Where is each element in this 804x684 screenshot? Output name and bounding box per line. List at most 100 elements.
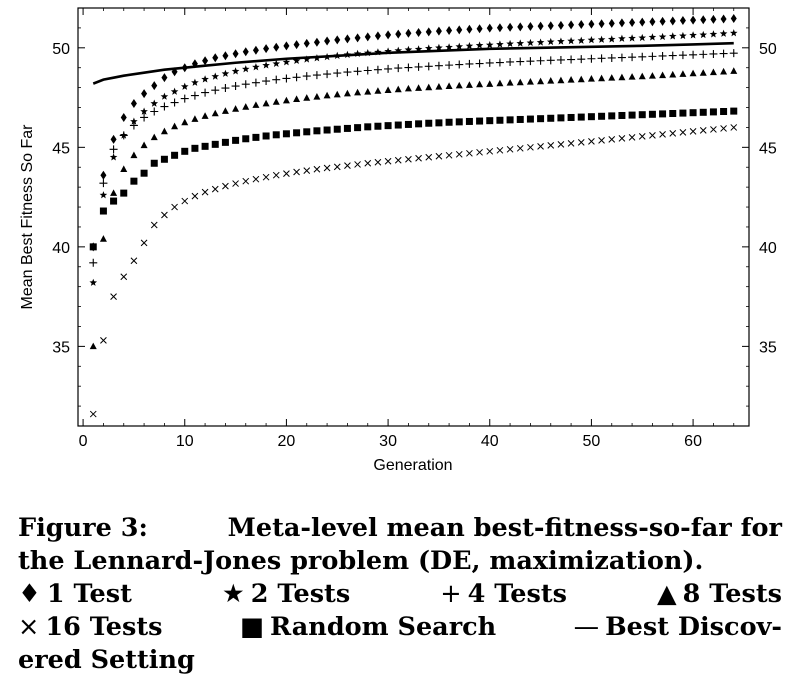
plus-point <box>607 53 616 62</box>
x-tick-label: 50 <box>583 433 601 450</box>
square-point <box>425 119 433 127</box>
plus-point <box>323 70 332 79</box>
star-point <box>587 36 596 44</box>
square-point <box>201 142 209 150</box>
plus-point <box>546 56 555 65</box>
cross-point <box>161 211 168 219</box>
axes <box>77 7 750 427</box>
plus-point <box>292 73 301 82</box>
square-point <box>313 127 321 135</box>
cross-point <box>659 131 666 138</box>
square-point <box>150 159 158 167</box>
square-point <box>89 243 97 251</box>
triangle-point <box>140 141 148 149</box>
diamond-point <box>629 18 636 28</box>
y-tick-label-left: 45 <box>52 140 70 157</box>
star-icon: ★ <box>221 579 245 609</box>
series-16-tests <box>89 124 738 418</box>
triangle-point <box>465 81 473 88</box>
plus-point <box>312 71 321 80</box>
square-point <box>303 128 311 136</box>
caption-line-2: the Lennard-Jones problem (DE, maximizat… <box>18 546 704 576</box>
triangle-point <box>252 101 260 108</box>
plus-point <box>190 91 199 100</box>
y-tick-label-left: 35 <box>52 339 70 356</box>
plus-point <box>455 60 464 69</box>
legend-item-1-test: ♦ 1 Test <box>18 579 132 609</box>
plus-point <box>333 69 342 78</box>
triangle-point <box>160 127 168 135</box>
triangle-point <box>150 133 158 141</box>
star-point <box>628 34 636 42</box>
diamond-point <box>547 21 554 31</box>
cross-point <box>628 134 636 141</box>
x-tick-label: 20 <box>278 433 296 450</box>
plus-point <box>89 258 98 267</box>
series-8-tests <box>89 67 738 350</box>
cross-point <box>598 137 605 144</box>
cross-icon: × <box>18 612 40 642</box>
triangle-point <box>232 105 240 112</box>
plus-point <box>282 74 291 83</box>
square-point <box>608 112 616 120</box>
diamond-point <box>344 34 351 44</box>
fitness-chart: 0 10 20 30 40 50 60 35 35 40 40 45 45 50 50 Generation… <box>19 7 777 474</box>
star-point <box>475 41 484 49</box>
cross-point <box>110 293 117 300</box>
diamond-point <box>405 28 412 38</box>
diamond-point <box>700 15 707 25</box>
triangle-point <box>628 73 636 80</box>
square-point <box>99 207 107 215</box>
square-point <box>394 121 402 129</box>
triangle-point <box>364 87 372 95</box>
plus-point <box>262 77 271 86</box>
diamond-point <box>446 25 453 35</box>
plus-point <box>668 51 677 60</box>
diamond-point <box>212 53 219 63</box>
cross-point <box>435 152 443 160</box>
star-point <box>302 55 311 63</box>
square-point <box>689 109 697 117</box>
square-point <box>618 111 626 119</box>
legend-item-16-tests: × 16 Tests <box>18 612 163 642</box>
star-point <box>363 48 372 57</box>
star-point <box>516 39 525 47</box>
series-2-tests <box>89 29 738 286</box>
star-point <box>414 45 423 53</box>
square-point <box>181 147 189 155</box>
diamond-point <box>669 16 676 26</box>
star-point <box>546 37 555 46</box>
data-marks <box>89 14 738 418</box>
square-point <box>252 133 260 141</box>
triangle-point <box>221 107 229 114</box>
plus-point <box>658 51 667 60</box>
cross-point <box>354 161 361 168</box>
plus-point <box>617 53 626 62</box>
series-random-search <box>89 107 738 251</box>
y-axis-label: Mean Best Fitness So Far <box>19 124 36 310</box>
plus-point <box>160 102 169 111</box>
diamond-point <box>313 37 320 47</box>
cross-point <box>730 124 738 131</box>
plus-point <box>536 56 545 65</box>
star-point <box>709 30 718 38</box>
star-point <box>536 38 545 46</box>
cross-point <box>150 221 158 229</box>
square-point <box>221 138 229 146</box>
cross-point <box>323 164 331 172</box>
star-point <box>577 36 586 44</box>
cross-point <box>455 150 463 158</box>
cross-point <box>394 156 402 164</box>
triangle-point <box>110 189 118 196</box>
star-point <box>424 44 433 52</box>
square-point <box>557 114 565 122</box>
square-point <box>282 130 290 138</box>
square-point <box>364 123 372 131</box>
cross-point <box>374 158 382 166</box>
triangle-point <box>730 67 738 74</box>
square-point <box>333 125 341 133</box>
x-axis-label: Generation <box>373 457 452 474</box>
star-point <box>567 37 575 45</box>
diamond-point <box>720 14 727 24</box>
star-point <box>394 46 403 54</box>
